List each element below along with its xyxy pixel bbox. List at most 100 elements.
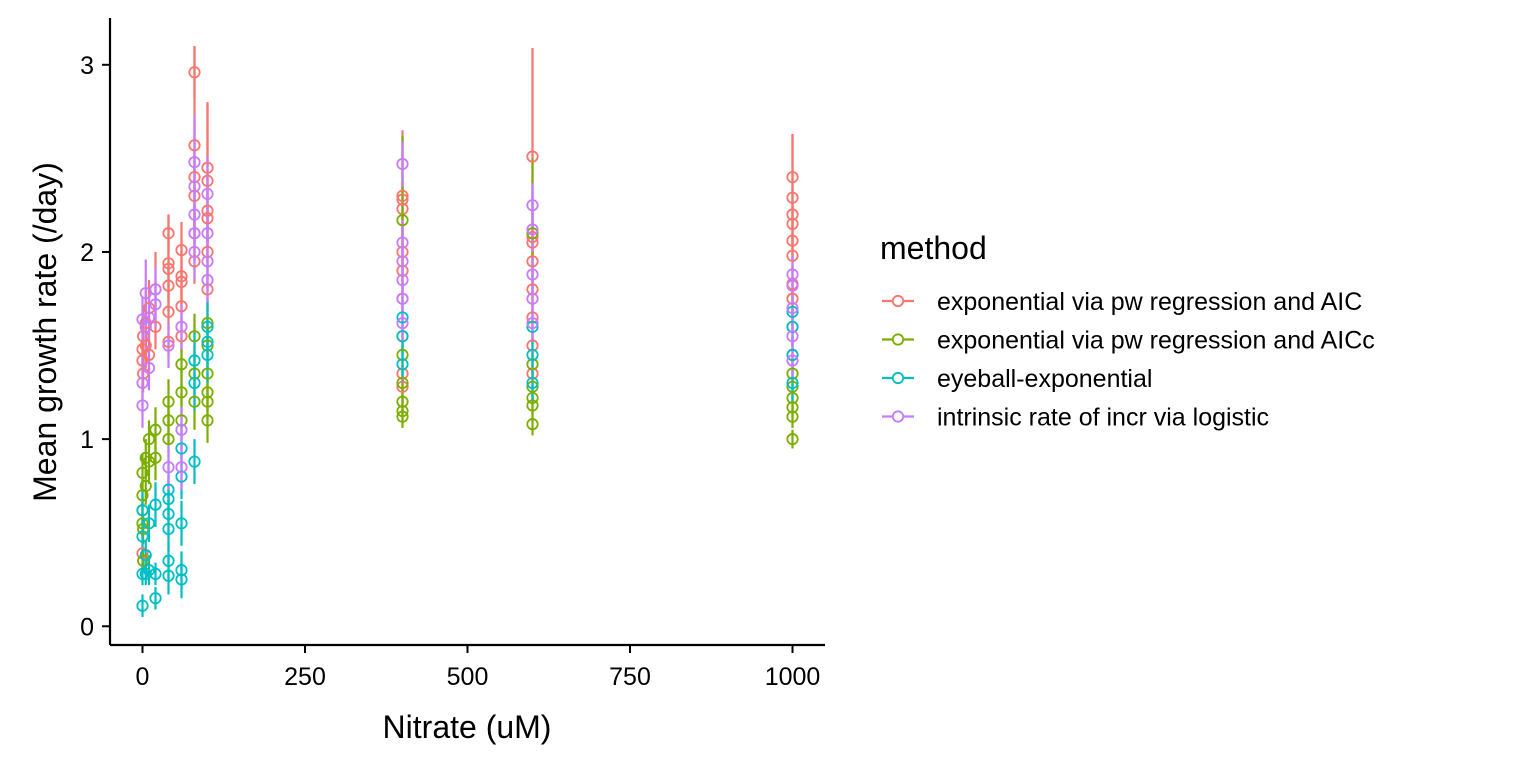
data-point (526, 255, 539, 268)
data-point (526, 292, 539, 305)
data-point (162, 569, 175, 582)
y-tick-label: 2 (80, 239, 94, 267)
data-point (786, 410, 799, 423)
data-point (188, 376, 201, 390)
data-point (188, 330, 201, 343)
data-point (162, 227, 175, 240)
data-point (175, 461, 188, 474)
data-point (142, 302, 156, 315)
data-point (201, 187, 214, 201)
data-point (526, 320, 539, 333)
data-point (201, 367, 214, 380)
data-point (201, 395, 214, 408)
legend-key-marker (891, 333, 905, 346)
data-point (526, 199, 539, 212)
data-point (526, 311, 539, 324)
data-point (142, 433, 156, 446)
x-axis-ticks: 0 250 500 750 1000 (136, 645, 820, 691)
data-point (188, 180, 201, 193)
data-point (396, 236, 409, 249)
data-point (396, 410, 409, 423)
data-point (162, 522, 175, 536)
data-point (175, 573, 188, 586)
y-tick-label: 3 (80, 52, 94, 80)
data-point (201, 255, 214, 268)
x-tick-label: 250 (284, 663, 326, 691)
data-point (162, 257, 175, 270)
data-point (396, 380, 409, 393)
data-point (136, 313, 149, 326)
data-point (786, 330, 799, 343)
data-point (175, 300, 188, 313)
data-point (396, 245, 409, 259)
data-point (526, 316, 539, 330)
data-point (396, 376, 409, 390)
data-point (162, 461, 175, 474)
data-point (139, 479, 152, 493)
data-point (188, 170, 201, 184)
data-point (188, 208, 201, 221)
data-point (201, 273, 214, 287)
data-point (526, 236, 539, 249)
data-point (188, 245, 201, 259)
data-point (175, 330, 188, 343)
data-point (201, 174, 214, 187)
data-point (149, 567, 162, 580)
data-point (396, 189, 409, 202)
data-point (201, 339, 214, 352)
x-tick-label: 500 (447, 663, 489, 691)
data-point (396, 358, 409, 371)
data-point (396, 292, 409, 305)
data-point (201, 335, 214, 348)
data-point (201, 320, 214, 333)
data-point (175, 564, 188, 577)
data-point (142, 455, 156, 468)
data-point (201, 283, 214, 296)
data-point (526, 150, 539, 163)
data-point (136, 517, 149, 530)
data-point (149, 298, 162, 311)
data-point (162, 492, 175, 506)
data-point (396, 157, 409, 171)
data-point (201, 204, 214, 217)
data-point (201, 386, 214, 399)
legend-label: exponential via pw regression and AIC (937, 288, 1362, 316)
data-point (175, 320, 188, 333)
data-point (786, 348, 799, 361)
data-point (162, 483, 175, 496)
legend-item: eyeball-exponential (882, 365, 1152, 393)
data-point (201, 414, 214, 427)
data-point (149, 423, 162, 436)
data-point (201, 227, 214, 240)
data-point (786, 249, 799, 262)
data-point (396, 330, 409, 343)
legend-items: exponential via pw regression and AIC exp… (882, 288, 1375, 432)
legend-title: method (880, 230, 987, 266)
data-point (175, 517, 188, 530)
data-point (396, 264, 409, 277)
data-point (136, 530, 149, 543)
data-point (136, 376, 149, 390)
data-point (786, 433, 799, 446)
data-point (786, 401, 799, 414)
data-point (188, 255, 201, 268)
data-point (188, 66, 201, 79)
data-point (162, 305, 175, 318)
data-point (526, 223, 539, 236)
data-point (786, 234, 799, 247)
data-point (188, 395, 201, 408)
y-axis-ticks: 0 1 2 3 (80, 52, 110, 641)
data-point (149, 498, 162, 511)
legend-key-marker (891, 294, 905, 308)
y-tick-label: 1 (80, 426, 94, 454)
data-point (526, 227, 539, 240)
data-point (786, 191, 799, 204)
data-point (396, 348, 409, 361)
data-point (201, 245, 214, 259)
data-point (526, 418, 539, 431)
data-point-layer (136, 66, 799, 612)
data-point (162, 279, 175, 292)
legend-key-marker (891, 371, 905, 385)
data-point (396, 214, 409, 227)
